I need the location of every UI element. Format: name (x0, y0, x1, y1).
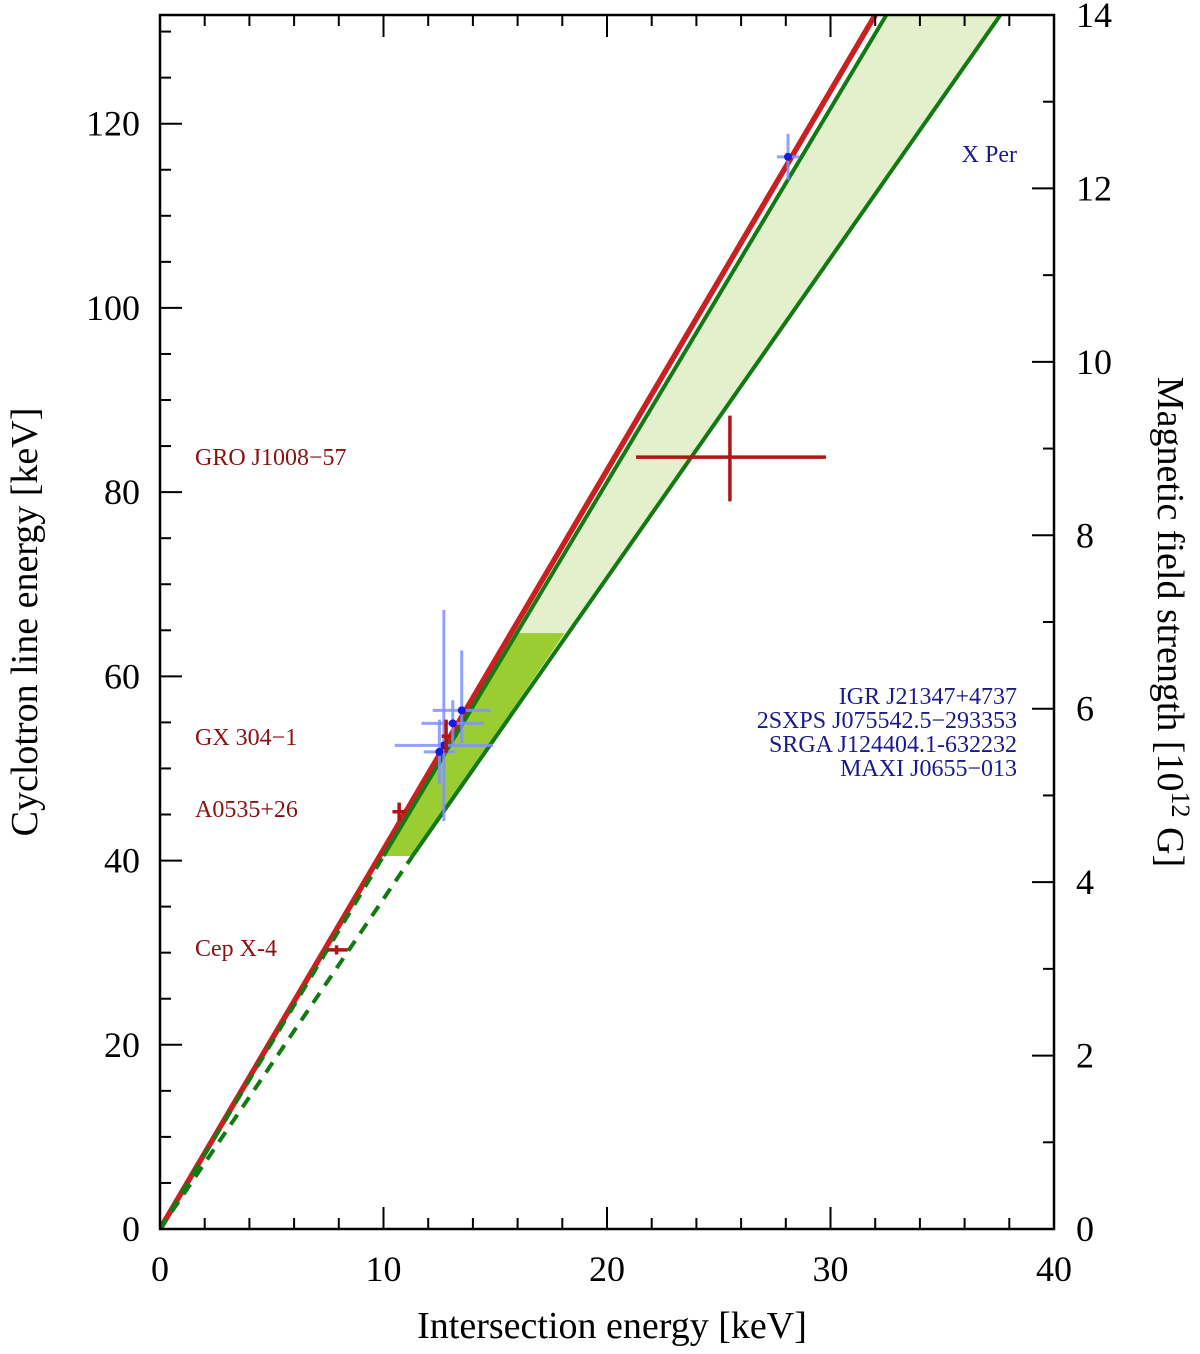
y2-axis-title: Magnetic field strength [1012 G] (1149, 377, 1195, 867)
label-a0535: A0535+26 (195, 797, 298, 823)
blue-point-0 (784, 152, 793, 161)
lines-layer (160, 15, 1002, 1229)
blue-point-2 (448, 719, 457, 728)
x-tick-label-1: 10 (366, 1249, 402, 1289)
blue-point-1 (457, 706, 466, 715)
y2-tick-label-2: 4 (1076, 862, 1094, 902)
x-tick-label-3: 30 (813, 1249, 849, 1289)
label-gro-j1008: GRO J1008−57 (195, 445, 347, 471)
y2-tick-label-5: 10 (1076, 342, 1112, 382)
label-2sxps-j075542: 2SXPS J075542.5−293353 (757, 708, 1017, 734)
plot-frame (158, 13, 1056, 1231)
x-tick-label-4: 40 (1036, 1249, 1072, 1289)
y-tick-label-5: 100 (86, 288, 140, 328)
y2-axis-title-main: Magnetic field strength [10 (1149, 377, 1191, 792)
label-gx-304: GX 304−1 (195, 725, 297, 751)
label-srga-j124404: SRGA J124404.1-632232 (769, 732, 1017, 758)
line-green-solid-2 (410, 15, 1002, 858)
line-green-dashed-3 (160, 854, 386, 1229)
y2-axis-title-end: G] (1149, 818, 1191, 868)
x-axis-title: Intersection energy [keV] (417, 1305, 807, 1347)
x-tick-label-0: 0 (151, 1249, 169, 1289)
y2-tick-label-7: 14 (1076, 0, 1112, 35)
blue-point-4 (435, 747, 444, 756)
label-maxi-j0655: MAXI J0655−013 (840, 756, 1017, 782)
y2-axis-title-sup: 12 (1166, 792, 1195, 818)
line-green-dashed-4 (160, 854, 415, 1229)
y-tick-label-3: 60 (104, 656, 140, 696)
red-points-layer (327, 415, 827, 955)
y-tick-label-6: 120 (86, 104, 140, 144)
y-tick-label-0: 0 (122, 1209, 140, 1249)
y2-tick-label-0: 0 (1076, 1209, 1094, 1249)
label-x-per: X Per (962, 142, 1017, 168)
label-igr-j21347: IGR J21347+4737 (839, 684, 1017, 710)
y2-tick-label-6: 12 (1076, 168, 1112, 208)
blue-points-layer (394, 133, 800, 821)
y-tick-label-4: 80 (104, 472, 140, 512)
line-green-solid-1 (381, 15, 889, 857)
y-axis-title: Cyclotron line energy [keV] (4, 408, 46, 837)
x-tick-label-2: 20 (589, 1249, 625, 1289)
y-tick-label-1: 20 (104, 1025, 140, 1065)
label-cep-x4: Cep X-4 (195, 936, 277, 962)
y-tick-label-2: 40 (104, 841, 140, 881)
y2-tick-label-3: 6 (1076, 689, 1094, 729)
y2-tick-label-1: 2 (1076, 1036, 1094, 1076)
y2-tick-label-4: 8 (1076, 515, 1094, 555)
